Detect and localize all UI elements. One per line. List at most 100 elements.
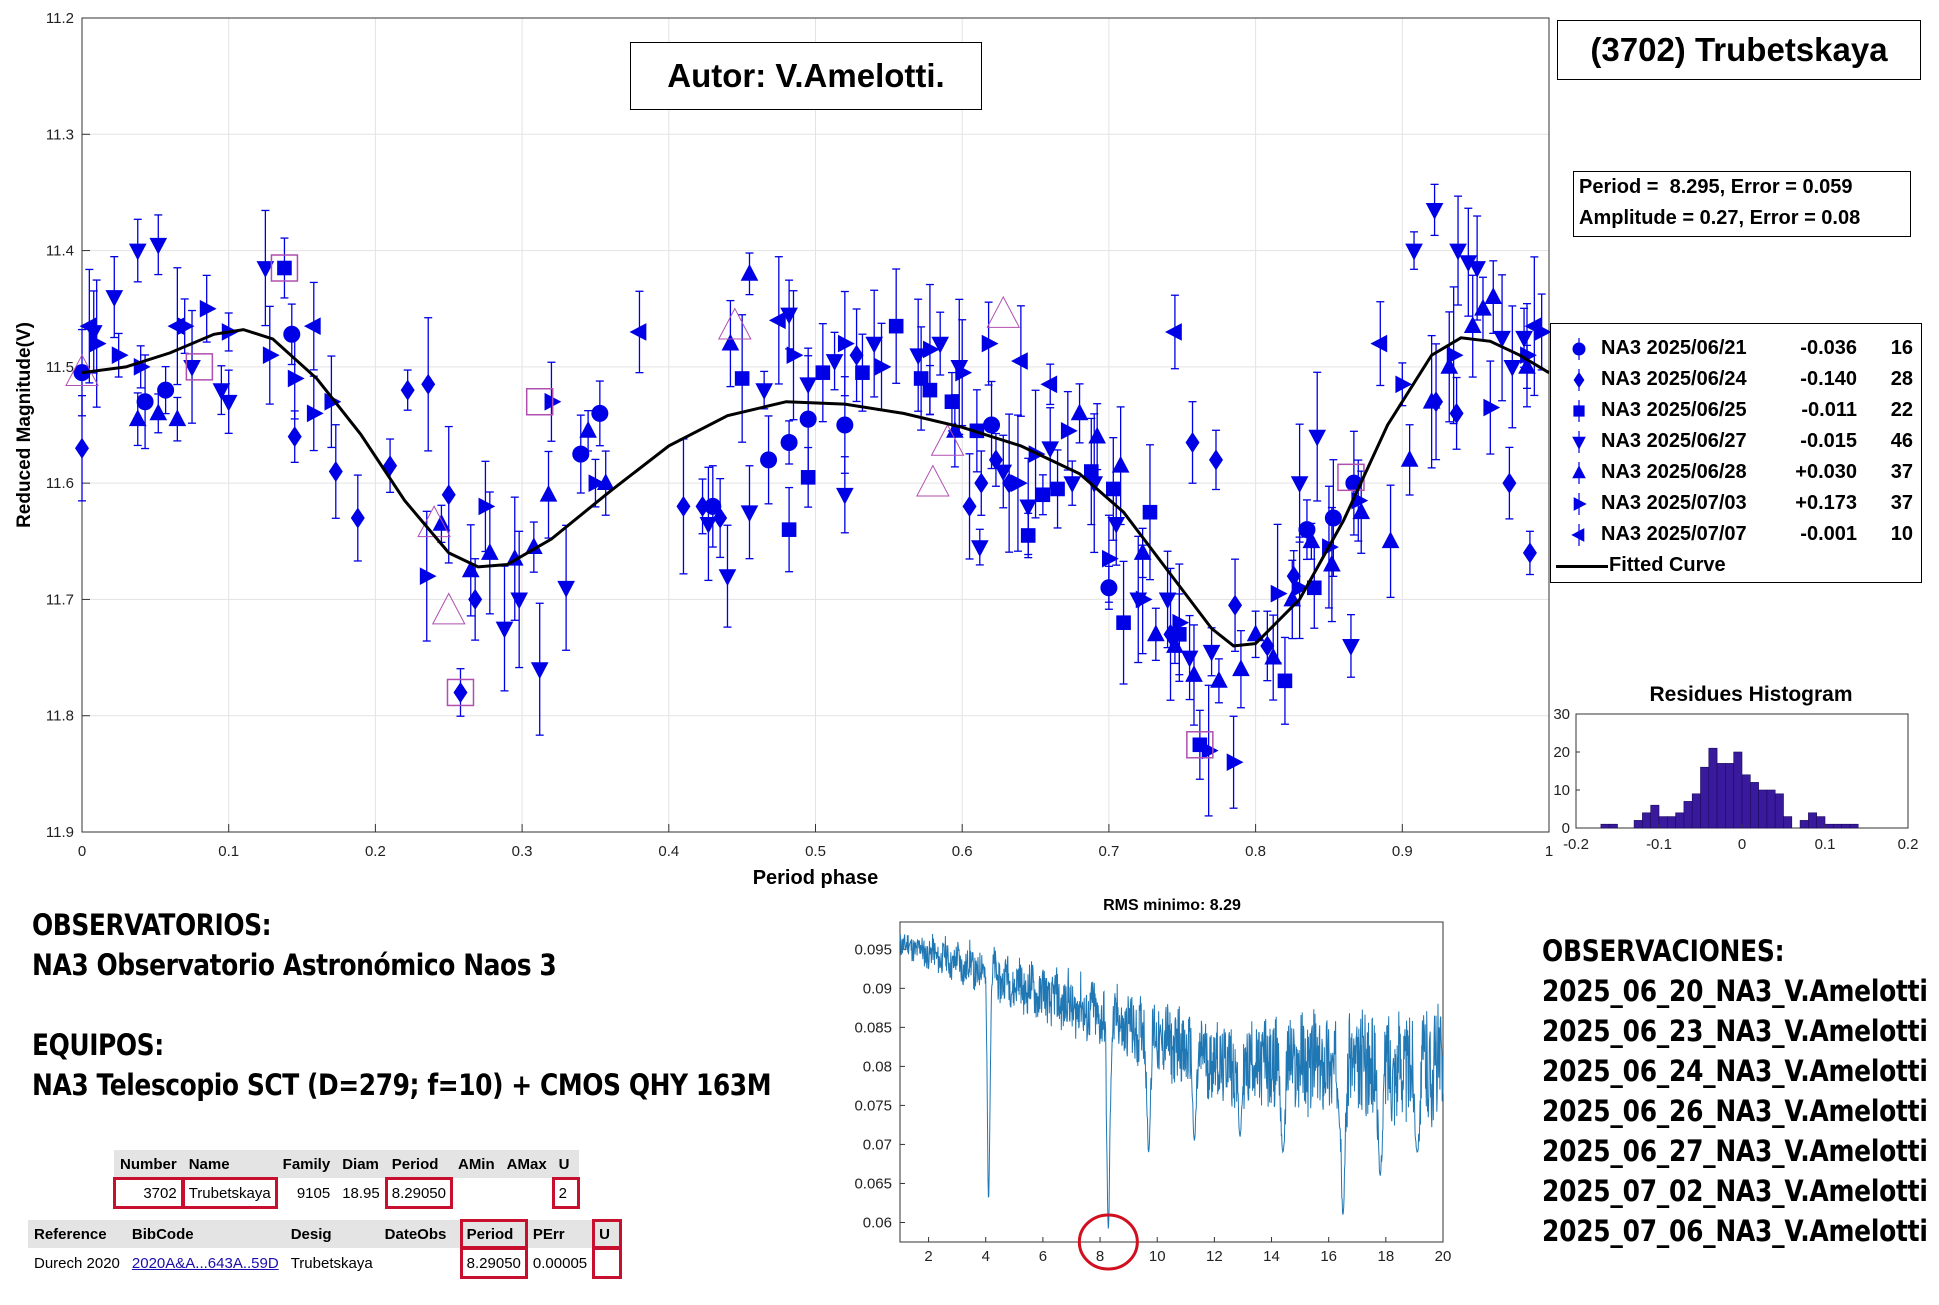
data-point-triangle-left bbox=[1011, 352, 1028, 370]
histogram-bar bbox=[1733, 751, 1743, 829]
table-cell[interactable]: 2020A&A...643A..59D bbox=[126, 1248, 285, 1278]
residues-histogram: -0.2 -0.1 0 0.1 0.2 0 10 20 30 bbox=[1553, 706, 1918, 853]
data-point-triangle-down bbox=[530, 662, 549, 680]
data-point-triangle-right bbox=[287, 369, 305, 388]
data-point-triangle-up bbox=[1246, 624, 1265, 642]
data-point-square bbox=[855, 365, 870, 380]
histogram-bar bbox=[1658, 816, 1668, 829]
data-point-diamond bbox=[441, 484, 456, 506]
data-point-square bbox=[800, 470, 816, 485]
data-point-diamond bbox=[962, 495, 977, 517]
hist-y-tick-label: 20 bbox=[1553, 744, 1570, 761]
x-tick-label: 0.3 bbox=[512, 843, 533, 860]
data-point-triangle-up bbox=[1352, 502, 1371, 520]
data-point-triangle-up bbox=[168, 409, 187, 427]
data-point-triangle-right bbox=[1201, 741, 1219, 760]
bibcode-link[interactable]: 2020A&A...643A..59D bbox=[131, 1254, 279, 1272]
data-point-diamond bbox=[350, 507, 365, 529]
data-point-triangle-down bbox=[1425, 202, 1444, 220]
data-point-triangle-up bbox=[128, 409, 147, 427]
data-point-triangle-left bbox=[303, 317, 321, 335]
data-point-circle bbox=[1324, 509, 1342, 527]
data-point-circle bbox=[780, 433, 798, 451]
data-point-triangle-up bbox=[1210, 670, 1228, 688]
data-point-triangle-left bbox=[79, 317, 97, 335]
histogram-bar bbox=[1642, 812, 1652, 829]
author-label: Autor: V.Amelotti. bbox=[667, 57, 945, 94]
data-point-triangle-up bbox=[1440, 356, 1459, 374]
legend-offset: +0.173 bbox=[1795, 492, 1857, 514]
data-point-diamond bbox=[383, 455, 398, 477]
histogram-title: Residues Histogram bbox=[1649, 683, 1853, 706]
data-point-triangle-down bbox=[105, 290, 124, 307]
data-point-triangle-right bbox=[1226, 753, 1244, 772]
lightcurve-chart: 0 0.1 0.2 0.3 0.4 0.5 0.6 0.7 0.8 0.9 1 11.2 11.3 11.… bbox=[14, 10, 1553, 889]
data-point-triangle-up bbox=[1147, 624, 1165, 642]
y-tick-label: 11.8 bbox=[46, 708, 74, 725]
data-point-triangle-down bbox=[825, 354, 844, 371]
data-point-triangle-right bbox=[89, 334, 107, 353]
data-point-triangle-down bbox=[1515, 330, 1533, 348]
table-header: U bbox=[592, 1219, 623, 1249]
data-point-triangle-down bbox=[212, 383, 231, 400]
legend-marker-icon bbox=[1572, 431, 1586, 453]
legend-offset: -0.011 bbox=[1801, 399, 1857, 421]
data-point-circle bbox=[1100, 579, 1118, 597]
legend-n: 16 bbox=[1890, 337, 1913, 359]
data-point-triangle-down bbox=[1041, 441, 1060, 459]
legend-entry: NA3 2025/06/28 +0.030 37 bbox=[1551, 458, 1921, 488]
y-tick-label: 11.5 bbox=[46, 359, 74, 376]
highlight-square bbox=[525, 387, 554, 416]
legend-marker bbox=[1572, 465, 1586, 479]
table-cell: Trubetskaya bbox=[181, 1177, 278, 1209]
histogram-bar bbox=[1741, 774, 1751, 829]
x-tick-label: 0.5 bbox=[805, 843, 826, 860]
data-point-diamond bbox=[74, 437, 90, 459]
data-point-triangle-down bbox=[1290, 476, 1309, 494]
legend-offset: -0.015 bbox=[1800, 430, 1857, 452]
data-point-square bbox=[815, 365, 831, 380]
rms-periodogram: 2 4 6 8 10 12 14 16 18 20 0.06 0.065 0.07 0.075 0.08 0.… bbox=[854, 921, 1451, 1271]
data-point-circle bbox=[136, 393, 154, 411]
legend-marker bbox=[1573, 497, 1587, 511]
data-point-triangle-down bbox=[1405, 243, 1423, 261]
data-point-triangle-down bbox=[149, 237, 168, 255]
reference-table: Reference BibCode Desig DateObs Period PErr U … bbox=[28, 1219, 623, 1279]
data-point-triangle-right bbox=[262, 346, 280, 365]
rms-y-tick-label: 0.065 bbox=[854, 1175, 892, 1192]
data-point-triangle-right bbox=[1270, 584, 1288, 603]
data-point-diamond bbox=[695, 495, 710, 517]
data-point-triangle-up bbox=[1070, 403, 1089, 421]
data-point-diamond bbox=[1208, 449, 1223, 471]
data-point-diamond bbox=[453, 681, 468, 703]
data-point-circle bbox=[799, 410, 817, 428]
legend-marker bbox=[1572, 436, 1586, 450]
data-point-triangle-down bbox=[699, 516, 718, 534]
equipos-heading: EQUIPOS: bbox=[32, 1028, 164, 1062]
data-point-triangle-up bbox=[721, 333, 740, 351]
data-point-circle bbox=[572, 445, 590, 463]
highlight-square bbox=[1186, 731, 1214, 759]
data-point-triangle-down bbox=[219, 394, 238, 412]
hist-y-tick-label: 30 bbox=[1553, 706, 1570, 723]
table-cell bbox=[379, 1248, 461, 1278]
data-point-triangle-up bbox=[1422, 391, 1441, 409]
data-point-diamond bbox=[328, 461, 343, 483]
highlight-square bbox=[446, 678, 475, 707]
period-line: Period = 8.295, Error = 0.059 bbox=[1579, 176, 1853, 198]
legend-marker bbox=[1571, 528, 1585, 542]
data-point-triangle-left bbox=[629, 323, 647, 341]
data-point-diamond bbox=[1185, 431, 1200, 453]
legend-entry: NA3 2025/06/25 -0.011 22 bbox=[1551, 396, 1921, 426]
y-tick-label: 11.6 bbox=[46, 475, 74, 492]
table-cell: 8.29050 bbox=[459, 1247, 528, 1279]
legend-entry: NA3 2025/07/07 -0.001 10 bbox=[1551, 520, 1921, 550]
observation-item: 2025_07_02_NA3_V.Amelotti bbox=[1542, 1174, 1928, 1208]
data-point-square bbox=[1020, 528, 1036, 543]
data-point-triangle-right bbox=[1135, 590, 1153, 609]
table-header: Name bbox=[182, 1150, 277, 1178]
object-title-box: (3702) Trubetskaya bbox=[1557, 20, 1921, 80]
data-point-triangle-up bbox=[1232, 659, 1250, 677]
table-header: AMin bbox=[451, 1150, 501, 1178]
legend-n: 37 bbox=[1890, 461, 1913, 483]
